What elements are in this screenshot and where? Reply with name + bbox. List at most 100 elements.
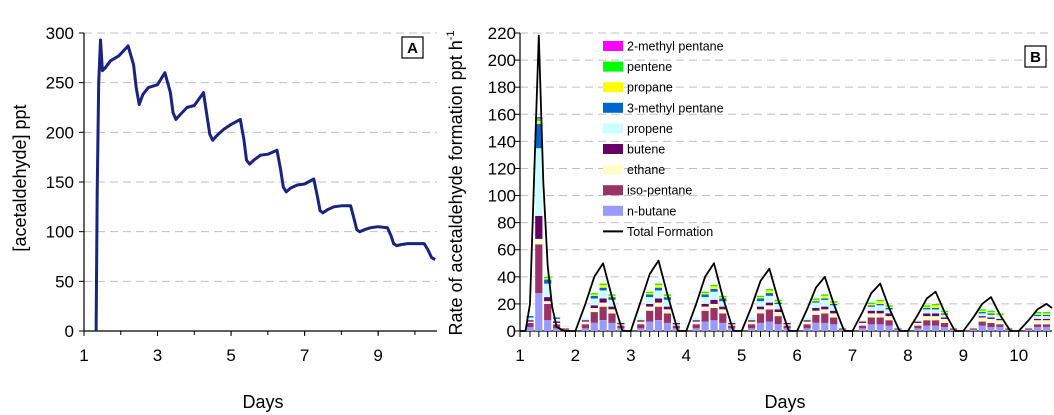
panel-b-bar-segment [654,287,663,291]
panel-b-bar-segment [526,320,534,322]
panel-b-legend-label: 3-methyl pentane [627,101,724,115]
panel-b-bar-segment [701,291,709,294]
panel-b-bar-segment [978,317,986,322]
panel-b-bar-segment [987,312,995,314]
panel-b-bar-segment [969,328,977,330]
panel-a-xtick-label: 3 [153,346,162,365]
panel-b-bar-segment [812,298,820,300]
panel-a-series [94,38,436,332]
panel-b-bar-segment [914,322,922,326]
panel-b-bar-segment [803,328,811,331]
panel-b-bar-segment [663,306,671,310]
panel-b-bar-segment [719,309,727,314]
panel-b-bar-segment [581,328,589,331]
panel-b-bar-segment [535,238,543,245]
panel-b-bar-segment [756,298,765,302]
panel-b-bar-segment [646,303,654,307]
panel-b-bar-segment [710,291,718,300]
panel-b-bar-segment [821,298,829,300]
panel-b-bar-segment [535,244,543,294]
panel-b-legend-label: 2-methyl pentane [627,40,724,54]
panel-b-bar-segment [978,309,986,311]
panel-a-ytick-label: 0 [65,322,74,341]
panel-b-bar-segment [526,322,534,327]
panel-b-bar-segment [1042,313,1051,315]
panel-b-bar-segment [748,328,756,331]
panel-b-bar-segment [692,328,700,331]
panel-b-bar-segment [756,306,765,310]
panel-b-bar-segment [654,320,663,331]
panel-b-bar-segment [599,284,607,288]
panel-b-bar-segment [940,313,949,315]
panel-b-xtick-label: 7 [848,346,857,365]
panel-b-bar-segment [774,303,782,310]
panel-b-bar-segment [940,314,949,318]
panel-b-legend-swatch [603,123,623,134]
panel-b-bar-segment [599,306,607,321]
panel-a-label: A [407,40,418,57]
panel-b-bar-segment [590,295,598,299]
panel-b-bar-segment [932,305,940,308]
panel-b-bar-segment [932,308,940,310]
panel-b-ylabel-text: Rate of acetaldehyde formation ppt h [446,40,466,335]
panel-b-bar-segment [1042,312,1051,314]
panel-b-bar-segment [876,324,884,331]
panel-b-bar-segment [821,322,829,331]
panel-b-xtick-label: 9 [959,346,968,365]
panel-b-bar-segment [765,295,773,303]
panel-b-legend-label: iso-pentane [627,184,692,198]
panel-b-xtick-label: 8 [903,346,912,365]
panel-b-bar-segment [978,316,986,318]
panel-b-bar-segment [996,316,1004,319]
panel-b-legend-swatch [603,185,623,196]
panel-b-bar-segment [923,305,931,307]
panel-b-bar-segment [654,284,663,288]
panel-b-bar-segment [637,324,645,329]
panel-b-bar-segment [987,317,995,319]
panel-b-bar-segment [663,322,671,331]
panel-b-ytick-label: 100 [488,187,516,206]
panel-b-bar-segment [894,329,902,331]
panel-b-bar-segment [710,299,718,304]
panel-b-bar-segment [692,321,700,325]
panel-a-xtick-label: 1 [79,346,88,365]
panel-b-bar-segment [987,318,995,323]
panel-b-legend-label: propene [627,122,673,136]
panel-b-bar-segment [923,313,931,317]
panel-b-bar-segment [748,320,756,322]
panel-b-bar-segment [590,298,598,306]
panel-b-bar-segment [969,325,977,327]
panel-b-bar-segment [923,320,931,326]
panel-b-ylabel-superscript: -1 [445,31,457,41]
panel-b-bar-segment [599,298,607,303]
panel-b-bar-segment [830,310,838,314]
panel-b-gridlines [520,32,1052,305]
panel-b-bar-segment [561,325,569,327]
panel-b-bar-segment [812,301,820,303]
panel-b-bar-segment [978,310,986,313]
panel-b-bar-segment [646,294,654,298]
panel-b-bar-segment [608,309,616,314]
panel-b-bar-segment [940,317,949,319]
panel-b-xtick-label: 5 [737,346,746,365]
panel-b-bar-segment [692,324,700,329]
panel-b-bar-segment [821,309,829,314]
panel-b-bar-segment [535,293,543,331]
panel-b-bar-segment [553,321,561,323]
panel-b-xlabel: Days [764,392,805,412]
panel-b-bar-segment [1034,326,1042,331]
panel-b-bar-segment [663,297,671,300]
panel-b-bar-segment [590,305,598,308]
panel-b-bar-segment [535,121,543,124]
panel-b-bar-segment [1025,326,1033,329]
panel-b-legend-swatch [603,164,623,175]
panel-b-bar-segment [719,301,727,307]
panel-b-bar-segment [608,322,616,331]
panel-b-bar-segment [830,313,838,318]
panel-b-bar-segment [1042,320,1051,325]
panel-b-bar-segment [885,313,893,317]
panel-a-gridlines [84,32,437,282]
panel-a-line [94,38,436,332]
panel-b-bar-segment [719,322,727,331]
